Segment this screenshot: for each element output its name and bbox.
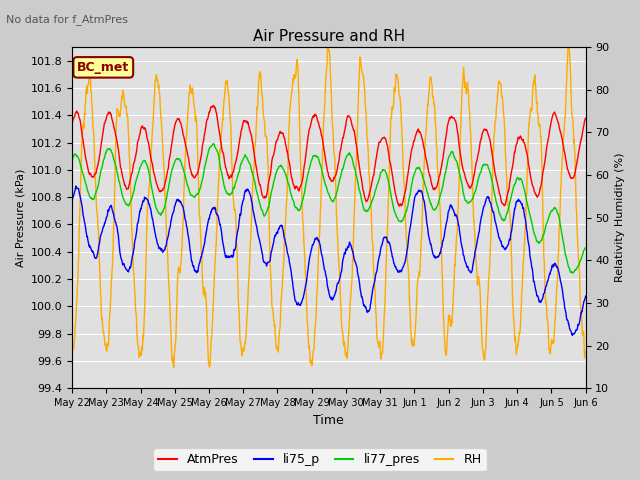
Y-axis label: Relativity Humidity (%): Relativity Humidity (%): [615, 153, 625, 282]
X-axis label: Time: Time: [314, 414, 344, 427]
Y-axis label: Air Pressure (kPa): Air Pressure (kPa): [15, 168, 25, 267]
Text: No data for f_AtmPres: No data for f_AtmPres: [6, 14, 129, 25]
Text: BC_met: BC_met: [77, 61, 129, 74]
Title: Air Pressure and RH: Air Pressure and RH: [253, 29, 405, 44]
Legend: AtmPres, li75_p, li77_pres, RH: AtmPres, li75_p, li77_pres, RH: [154, 448, 486, 471]
